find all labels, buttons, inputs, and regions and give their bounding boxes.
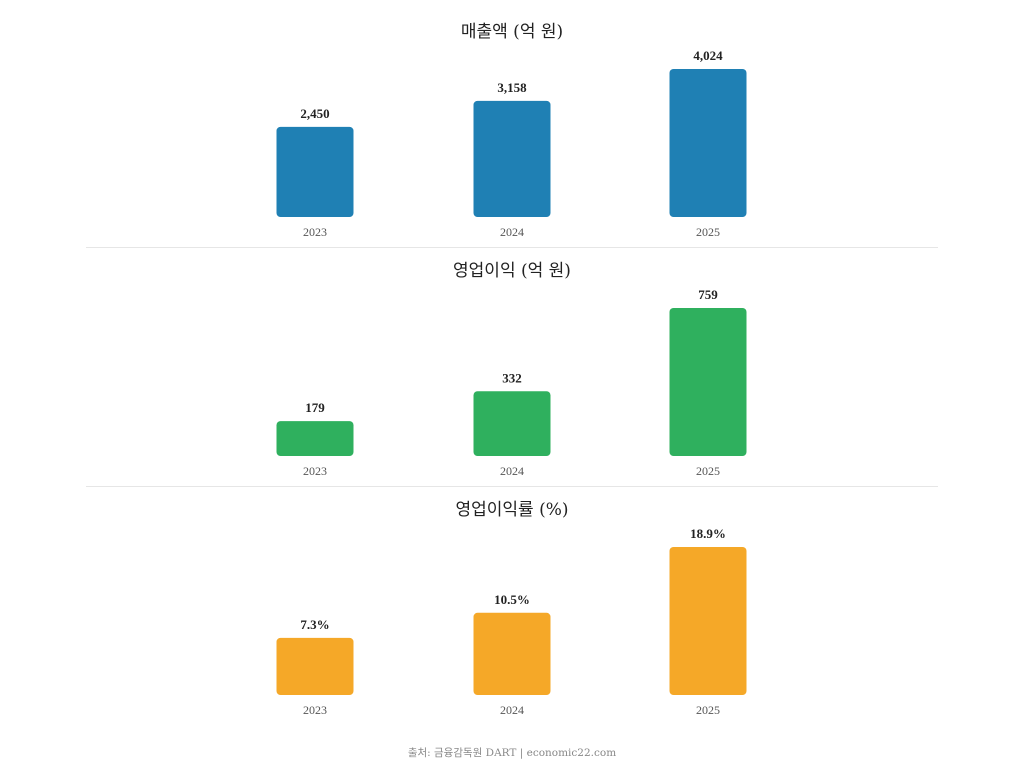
chart-title: 매출액 (억 원) bbox=[461, 22, 563, 42]
operating-profit-chart-svg: 영업이익 (억 원) 179 2023 332 2024 759 2025 bbox=[276, 261, 747, 478]
bar-2025 bbox=[669, 547, 747, 695]
bar-2023 bbox=[276, 421, 354, 456]
value-label: 759 bbox=[698, 287, 718, 302]
category-label: 2025 bbox=[696, 464, 720, 478]
operating-profit-chart: 영업이익 (억 원) 179 2023 332 2024 759 2025 bbox=[86, 251, 938, 483]
value-label: 7.3% bbox=[300, 617, 329, 632]
category-label: 2024 bbox=[500, 225, 524, 239]
bar-2025 bbox=[669, 69, 747, 217]
category-label: 2023 bbox=[303, 464, 327, 478]
category-label: 2025 bbox=[696, 225, 720, 239]
bar-2025 bbox=[669, 308, 747, 456]
value-label: 4,024 bbox=[693, 48, 723, 63]
category-label: 2024 bbox=[500, 464, 524, 478]
bar-2024 bbox=[473, 612, 551, 695]
bar-2024 bbox=[473, 100, 551, 217]
source-footer: 출처: 금융감독원 DART | economic22.com bbox=[407, 747, 617, 759]
chart-title: 영업이익률 (%) bbox=[455, 500, 568, 520]
value-label: 18.9% bbox=[690, 526, 726, 541]
operating-margin-chart: 영업이익률 (%) 7.3% 2023 10.5% 2024 18.9% 2025 bbox=[86, 490, 938, 722]
revenue-chart: 매출액 (억 원) 2,450 2023 3,158 2024 4,024 2025 bbox=[86, 12, 938, 244]
revenue-chart-svg: 매출액 (억 원) 2,450 2023 3,158 2024 4,024 2025 bbox=[276, 22, 747, 239]
value-label: 10.5% bbox=[494, 592, 530, 607]
category-label: 2025 bbox=[696, 703, 720, 717]
value-label: 3,158 bbox=[497, 80, 527, 95]
category-label: 2024 bbox=[500, 703, 524, 717]
chart-title: 영업이익 (억 원) bbox=[453, 261, 571, 281]
value-label: 2,450 bbox=[300, 106, 329, 121]
category-label: 2023 bbox=[303, 703, 327, 717]
divider bbox=[86, 486, 938, 487]
category-label: 2023 bbox=[303, 225, 327, 239]
bar-2023 bbox=[276, 126, 354, 217]
operating-margin-chart-svg: 영업이익률 (%) 7.3% 2023 10.5% 2024 18.9% 2025 bbox=[276, 500, 747, 717]
bar-2024 bbox=[473, 391, 551, 456]
value-label: 179 bbox=[305, 400, 325, 415]
value-label: 332 bbox=[502, 370, 522, 385]
divider bbox=[86, 247, 938, 248]
bar-2023 bbox=[276, 637, 354, 695]
